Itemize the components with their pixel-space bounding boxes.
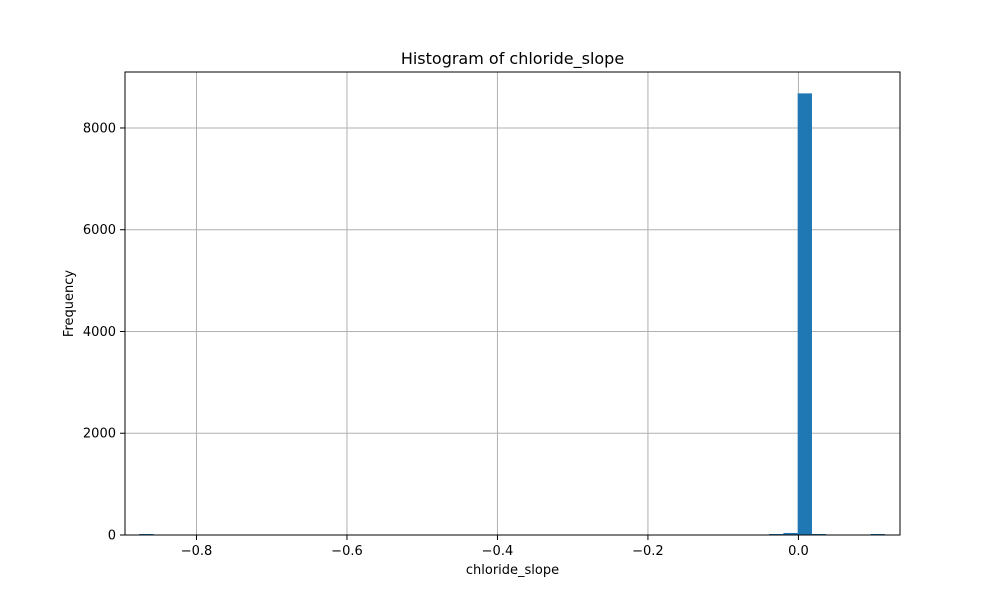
y-tick-label: 6000 <box>83 223 116 238</box>
x-tick-label: −0.2 <box>632 544 664 559</box>
chart-title: Histogram of chloride_slope <box>401 49 624 69</box>
y-tick-label: 0 <box>108 529 116 544</box>
axis-ticks: −0.8 −0.6 −0.4 −0.2 0.0 0 2000 4000 6000 8000 <box>83 121 809 559</box>
x-tick-label: 0.0 <box>788 544 809 559</box>
plot-frame <box>124 71 901 536</box>
y-tick-label: 8000 <box>83 121 116 136</box>
x-tick-label: −0.6 <box>331 544 363 559</box>
x-tick-label: −0.8 <box>181 544 213 559</box>
y-tick-label: 2000 <box>83 427 116 442</box>
x-tick-label: −0.4 <box>482 544 514 559</box>
y-axis-label: Frequency <box>62 270 77 337</box>
histogram-bar <box>797 93 812 535</box>
x-axis-label: chloride_slope <box>466 563 559 578</box>
y-tick-label: 4000 <box>83 325 116 340</box>
histogram-bar <box>783 532 798 535</box>
grid-lines <box>125 72 900 536</box>
bars <box>139 93 885 535</box>
